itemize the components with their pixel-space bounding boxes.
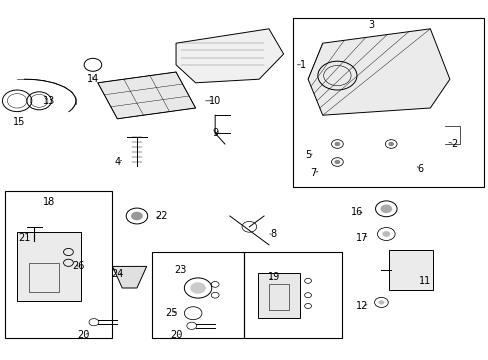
Text: 18: 18	[42, 197, 55, 207]
Circle shape	[334, 160, 340, 164]
FancyBboxPatch shape	[257, 273, 299, 318]
Circle shape	[378, 300, 384, 305]
Text: 10: 10	[208, 96, 221, 106]
FancyBboxPatch shape	[388, 250, 432, 290]
Text: 25: 25	[164, 308, 177, 318]
Text: 24: 24	[111, 269, 123, 279]
Text: 19: 19	[267, 272, 280, 282]
Text: 6: 6	[417, 164, 423, 174]
Text: 20: 20	[169, 330, 182, 340]
Polygon shape	[98, 72, 195, 119]
Text: 4: 4	[114, 157, 120, 167]
Text: 15: 15	[13, 117, 26, 127]
Text: 3: 3	[368, 20, 374, 30]
Circle shape	[382, 231, 389, 237]
Text: 23: 23	[174, 265, 187, 275]
Polygon shape	[112, 266, 146, 288]
FancyBboxPatch shape	[17, 232, 81, 301]
Circle shape	[387, 142, 393, 146]
Text: 9: 9	[212, 128, 218, 138]
Text: 8: 8	[270, 229, 276, 239]
Text: 20: 20	[77, 330, 89, 340]
Text: 5: 5	[305, 150, 310, 160]
Text: 14: 14	[86, 74, 99, 84]
Text: 26: 26	[72, 261, 84, 271]
Circle shape	[334, 142, 340, 146]
Circle shape	[131, 212, 142, 220]
Polygon shape	[307, 29, 449, 115]
Text: 13: 13	[42, 96, 55, 106]
Text: 11: 11	[418, 276, 431, 286]
Text: 21: 21	[18, 233, 31, 243]
Text: 22: 22	[155, 211, 167, 221]
Text: 7: 7	[309, 168, 315, 178]
Text: 12: 12	[355, 301, 367, 311]
Text: 16: 16	[350, 207, 363, 217]
Polygon shape	[176, 29, 283, 83]
Circle shape	[380, 204, 391, 213]
Text: 2: 2	[451, 139, 457, 149]
Text: 17: 17	[355, 233, 367, 243]
Text: 1: 1	[300, 60, 305, 70]
Circle shape	[190, 282, 205, 294]
